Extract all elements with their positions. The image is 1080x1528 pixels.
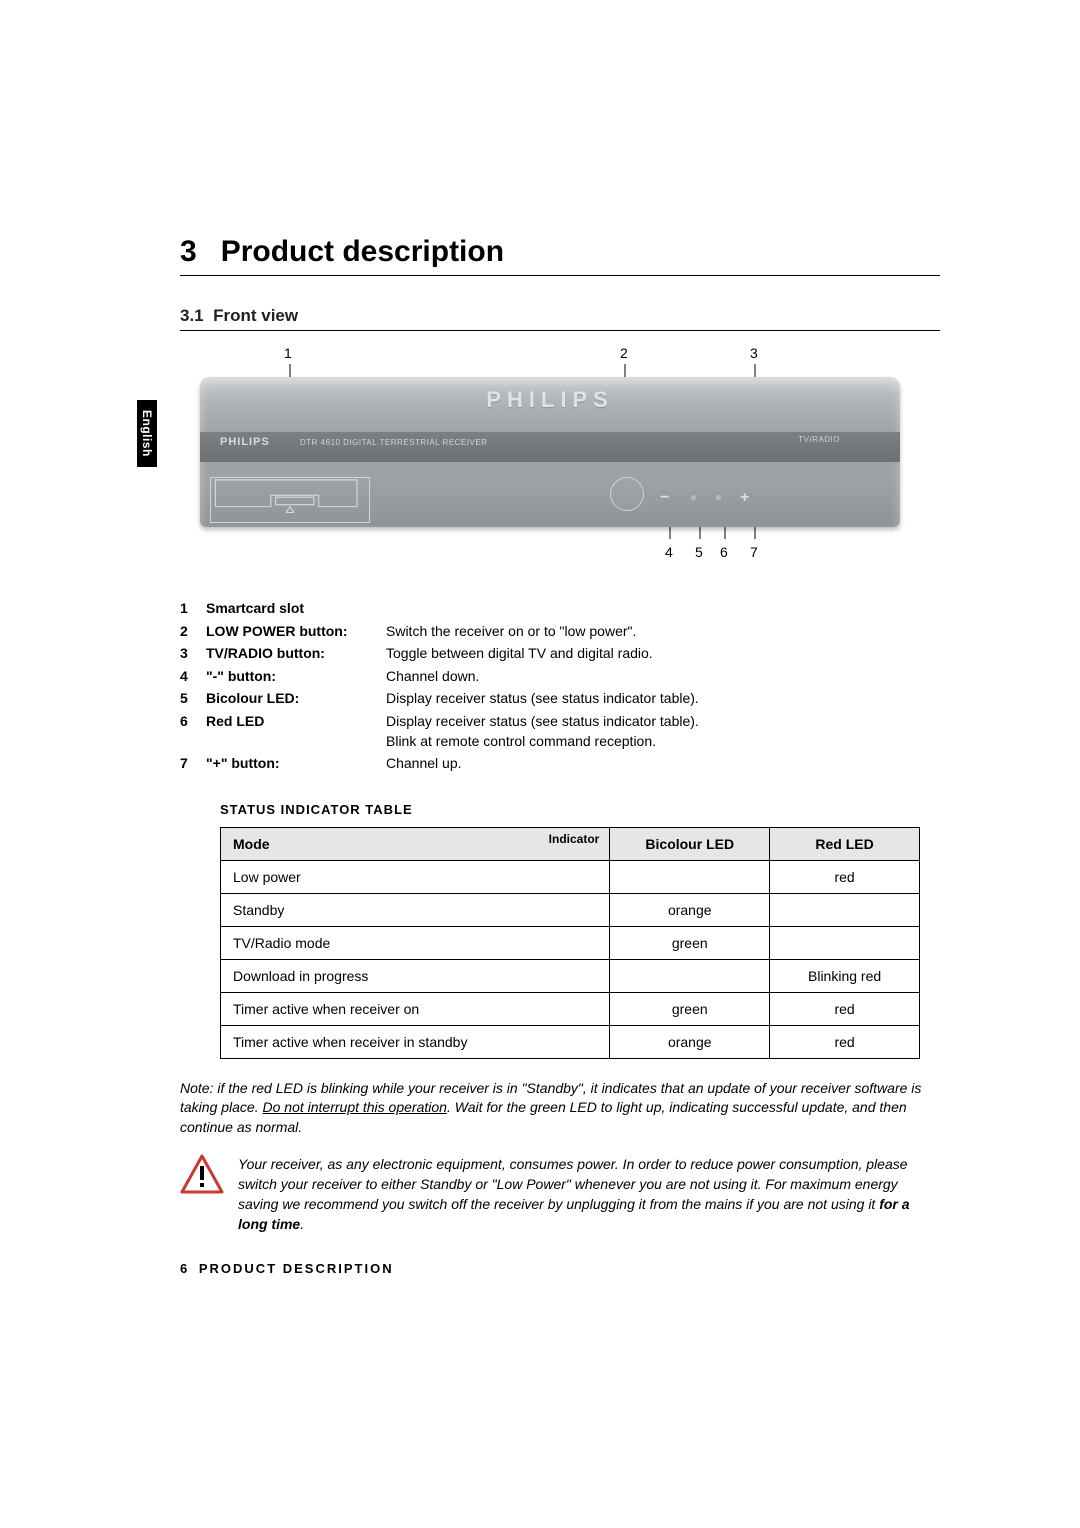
page-content: 3 Product description 3.1 Front view 1 2…	[180, 235, 940, 1276]
receiver-brand-small: PHILIPS	[220, 436, 270, 448]
legend-row: 2LOW POWER button:Switch the receiver on…	[180, 622, 940, 642]
table-row: Timer active when receiver in standbyora…	[221, 1025, 920, 1058]
page-number: 6	[180, 1261, 187, 1276]
warning-block: Your receiver, as any electronic equipme…	[180, 1154, 940, 1235]
warning-icon	[180, 1154, 224, 1199]
receiver-logo: PHILIPS	[200, 377, 900, 423]
note-text: Note: if the red LED is blinking while y…	[180, 1079, 940, 1138]
callout-5: 5	[695, 544, 703, 560]
front-view-diagram: 1 2 3 4 5 6 7 PHILIPS PHILIPS DTR 4610 D…	[180, 339, 940, 579]
table-row: TV/Radio modegreen	[221, 926, 920, 959]
table-row: Standbyorange	[221, 893, 920, 926]
callout-6: 6	[720, 544, 728, 560]
warning-text: Your receiver, as any electronic equipme…	[238, 1154, 940, 1235]
bicolour-led-icon	[690, 494, 697, 501]
section-heading: 3 Product description	[180, 235, 940, 276]
callout-2: 2	[620, 345, 628, 361]
legend-row: 4"-" button:Channel down.	[180, 667, 940, 687]
legend-row: 5Bicolour LED:Display receiver status (s…	[180, 689, 940, 709]
tvradio-label: TV/RADIO	[798, 435, 840, 444]
power-button-icon	[610, 477, 644, 511]
subsection-title: Front view	[213, 306, 298, 325]
callout-7: 7	[750, 544, 758, 560]
table-row: Low powerred	[221, 860, 920, 893]
subsection-number: 3.1	[180, 306, 204, 325]
receiver-illustration: PHILIPS PHILIPS DTR 4610 DIGITAL TERREST…	[200, 377, 900, 527]
section-title: Product description	[221, 235, 504, 269]
th-bicolour: Bicolour LED	[610, 827, 770, 860]
status-indicator-table: Mode Indicator Bicolour LED Red LED Low …	[220, 827, 920, 1059]
legend-row: 6Red LEDDisplay receiver status (see sta…	[180, 712, 940, 751]
section-number: 3	[180, 235, 197, 269]
plus-button-icon: +	[740, 489, 749, 507]
callout-3: 3	[750, 345, 758, 361]
table-row: Timer active when receiver ongreenred	[221, 992, 920, 1025]
receiver-model-label: DTR 4610 DIGITAL TERRESTRIAL RECEIVER	[300, 438, 487, 447]
red-led-icon	[715, 494, 722, 501]
language-tab: English	[137, 400, 157, 467]
table-row: Download in progressBlinking red	[221, 959, 920, 992]
footer-label: PRODUCT DESCRIPTION	[199, 1261, 394, 1276]
legend-list: 1Smartcard slot 2LOW POWER button:Switch…	[180, 599, 940, 774]
legend-row: 7"+" button:Channel up.	[180, 754, 940, 774]
smartcard-slot	[210, 477, 370, 523]
minus-button-icon: −	[660, 489, 669, 507]
page-footer: 6 PRODUCT DESCRIPTION	[180, 1261, 940, 1276]
legend-row: 3TV/RADIO button:Toggle between digital …	[180, 644, 940, 664]
subsection-heading: 3.1 Front view	[180, 306, 940, 331]
th-red: Red LED	[770, 827, 920, 860]
legend-row: 1Smartcard slot	[180, 599, 940, 619]
callout-4: 4	[665, 544, 673, 560]
callout-1: 1	[284, 345, 292, 361]
th-mode: Mode Indicator	[221, 827, 610, 860]
table-title: STATUS INDICATOR TABLE	[220, 802, 940, 817]
